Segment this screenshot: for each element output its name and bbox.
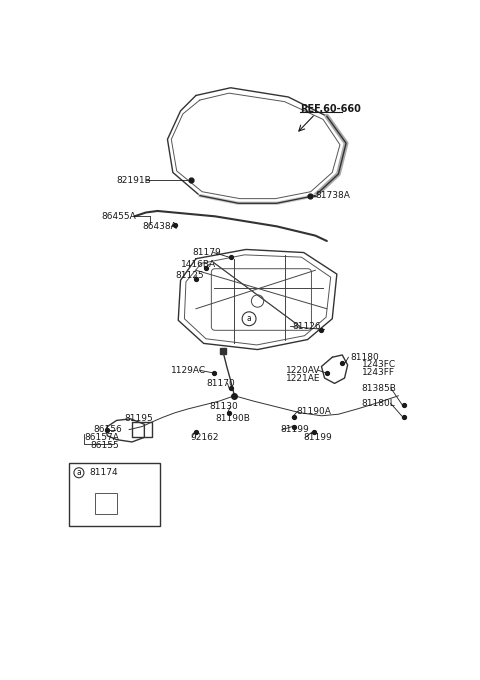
Text: 81190A: 81190A (296, 407, 331, 415)
Text: 81180L: 81180L (361, 399, 395, 408)
Text: 86155: 86155 (90, 441, 119, 449)
Text: a: a (76, 469, 81, 477)
Text: 81180: 81180 (350, 353, 379, 362)
Text: 81170: 81170 (206, 379, 235, 388)
Text: 81195: 81195 (124, 414, 153, 424)
Text: REF.60-660: REF.60-660 (300, 103, 361, 114)
Bar (69, 463, 160, 526)
Text: 1220AV: 1220AV (286, 366, 321, 375)
Text: 81385B: 81385B (361, 384, 396, 392)
Text: 1221AE: 1221AE (286, 373, 321, 383)
Text: 92162: 92162 (191, 433, 219, 442)
Text: 86438A: 86438A (142, 222, 177, 231)
Text: 81199: 81199 (281, 425, 310, 434)
Text: 81126: 81126 (292, 322, 321, 331)
Text: 1129AC: 1129AC (170, 366, 205, 375)
Text: 81179: 81179 (192, 248, 221, 257)
Text: 81190B: 81190B (215, 414, 250, 424)
Text: 86156: 86156 (94, 425, 122, 434)
Text: 82191B: 82191B (117, 175, 151, 185)
Text: a: a (247, 314, 252, 323)
Text: 1243FC: 1243FC (361, 360, 396, 369)
Text: 1243FF: 1243FF (361, 368, 395, 377)
Text: 81125: 81125 (175, 271, 204, 280)
Text: 81130: 81130 (209, 402, 238, 411)
Text: 86455A: 86455A (101, 212, 136, 221)
Text: 1416BA: 1416BA (180, 260, 216, 269)
Text: 81174: 81174 (89, 469, 118, 477)
Text: 86157A: 86157A (84, 433, 119, 442)
Text: 81199: 81199 (304, 433, 333, 442)
Text: 81738A: 81738A (315, 191, 350, 200)
